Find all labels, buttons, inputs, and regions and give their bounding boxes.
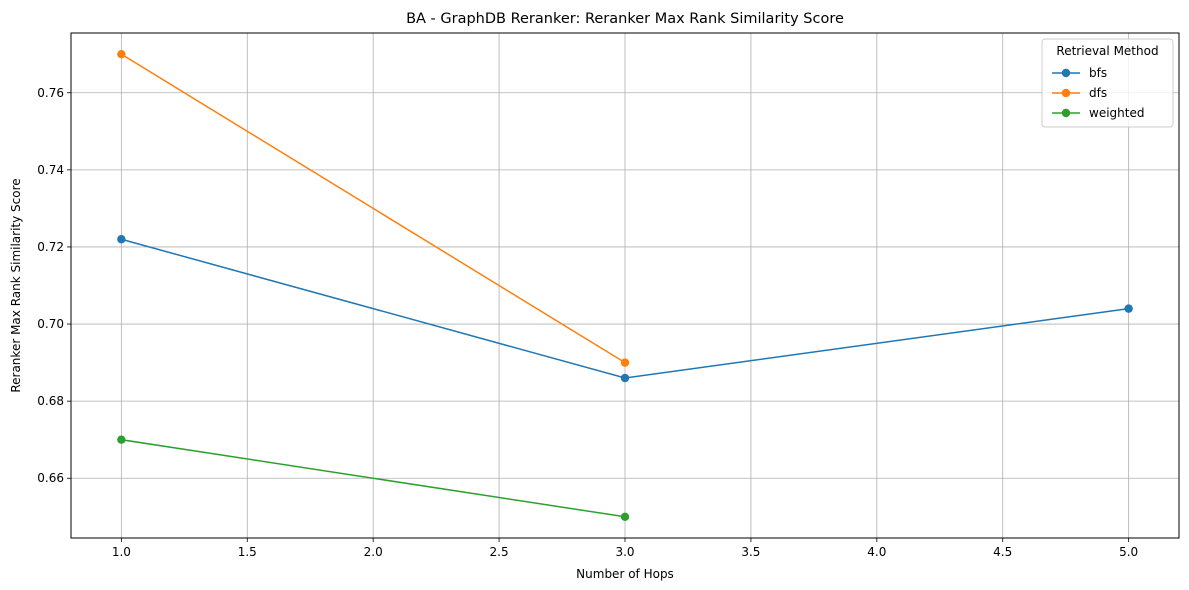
data-point-bfs — [1124, 304, 1133, 313]
series-dfs — [117, 50, 630, 367]
y-tick-label: 0.72 — [37, 240, 64, 254]
y-axis-label: Reranker Max Rank Similarity Score — [9, 178, 23, 392]
legend-title: Retrieval Method — [1056, 44, 1158, 58]
series-line-weighted — [121, 438, 626, 518]
x-tick-label: 2.5 — [490, 545, 509, 559]
legend-box — [1041, 38, 1174, 128]
data-point-dfs — [117, 50, 126, 59]
legend-marker-weighted — [1061, 108, 1071, 118]
x-tick-label: 1.5 — [238, 545, 257, 559]
x-axis-label: Number of Hops — [576, 567, 674, 581]
x-tick-label: 3.0 — [615, 545, 634, 559]
legend-label-weighted: weighted — [1089, 106, 1144, 120]
x-tick-label: 2.0 — [364, 545, 383, 559]
legend-marker-dfs — [1061, 88, 1071, 98]
axis-ticks: 1.0 1.5 2.0 2.5 3.0 3.5 4.0 4.5 5.0 0.66 0.68 0.70 0… — [37, 86, 1138, 559]
series-line-dfs — [120, 53, 626, 364]
legend: Retrieval Method bfs dfs weighted — [1041, 38, 1174, 128]
data-point-dfs — [620, 358, 630, 367]
x-tick-label: 4.0 — [867, 545, 886, 559]
x-tick-label: 1.0 — [112, 545, 131, 559]
series-weighted — [117, 435, 630, 521]
plot-series — [117, 50, 1133, 521]
x-tick-label: 5.0 — [1119, 545, 1138, 559]
y-tick-label: 0.76 — [37, 86, 64, 100]
series-bfs — [117, 235, 1133, 383]
x-tick-label: 3.5 — [741, 545, 760, 559]
data-point-bfs — [620, 373, 630, 383]
x-tick-label: 4.5 — [993, 545, 1012, 559]
chart-title: BA - GraphDB Reranker: Reranker Max Rank… — [406, 11, 844, 27]
legend-marker-bfs — [1061, 68, 1071, 78]
data-point-bfs — [117, 235, 126, 244]
data-point-weighted — [117, 435, 126, 444]
y-tick-label: 0.70 — [37, 317, 64, 331]
y-tick-label: 0.66 — [37, 471, 64, 485]
data-point-weighted — [620, 512, 630, 521]
y-tick-label: 0.68 — [37, 394, 64, 408]
legend-label-bfs: bfs — [1089, 66, 1107, 80]
legend-label-dfs: dfs — [1089, 86, 1107, 100]
y-tick-label: 0.74 — [37, 163, 64, 177]
